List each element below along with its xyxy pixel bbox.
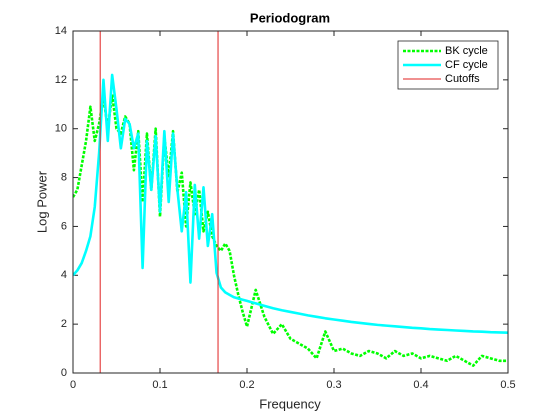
x-tick-label: 0.2 — [239, 379, 254, 391]
x-tick-label: 0.4 — [413, 379, 428, 391]
legend-label: Cutoffs — [445, 73, 480, 85]
x-axis-label: Frequency — [259, 396, 321, 411]
x-tick-label: 0.3 — [326, 379, 341, 391]
x-tick-label: 0.5 — [500, 379, 515, 391]
x-tick-label: 0 — [70, 379, 76, 391]
y-tick-label: 14 — [55, 25, 67, 37]
series-line — [73, 73, 508, 334]
y-tick-label: 0 — [61, 367, 67, 379]
y-tick-label: 10 — [55, 123, 67, 135]
legend-label: BK cycle — [445, 45, 488, 57]
y-tick-label: 2 — [61, 318, 67, 330]
y-axis-label: Log Power — [34, 170, 49, 233]
y-tick-label: 4 — [61, 269, 67, 281]
axes-box — [72, 30, 509, 374]
legend-label: CF cycle — [445, 59, 488, 71]
x-tick-label: 0.1 — [152, 379, 167, 391]
chart-title: Periodogram — [250, 10, 330, 25]
series-line — [73, 93, 508, 367]
y-tick-label: 8 — [61, 171, 67, 183]
y-tick-label: 6 — [61, 220, 67, 232]
y-tick-label: 12 — [55, 74, 67, 86]
